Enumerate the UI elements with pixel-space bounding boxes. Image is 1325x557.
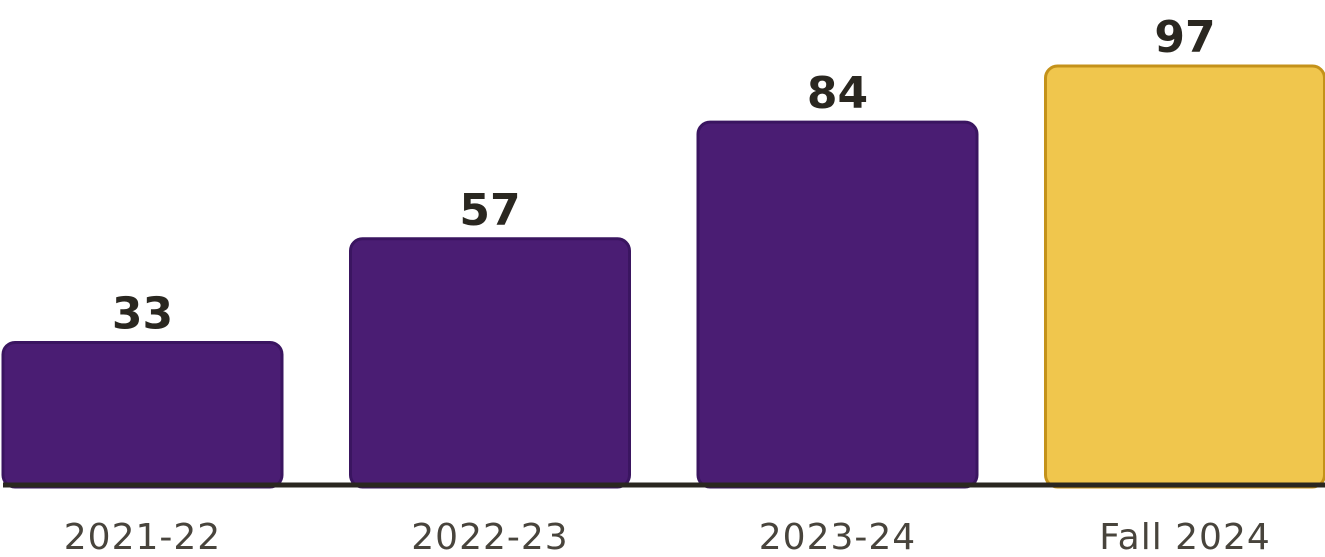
bar-value-label-2: 84 <box>807 68 868 119</box>
bars-group <box>1 64 1325 489</box>
bar-value-label-1: 57 <box>459 185 520 236</box>
bar-value-label-3: 97 <box>1154 12 1215 63</box>
bar-2 <box>696 120 979 489</box>
bar-0 <box>1 340 284 489</box>
bar-3 <box>1044 64 1325 489</box>
bar-1 <box>349 237 631 489</box>
x-tick-label-0: 2021-22 <box>64 517 221 557</box>
x-tick-labels-group: 2021-22 2022-23 2023-24 Fall 2024 <box>64 517 1271 557</box>
value-labels-group: 33 57 84 97 <box>112 12 1216 339</box>
bar-value-label-0: 33 <box>112 288 173 339</box>
x-tick-label-2: 2023-24 <box>759 517 916 557</box>
x-tick-label-3: Fall 2024 <box>1099 517 1271 557</box>
x-tick-label-1: 2022-23 <box>411 517 568 557</box>
